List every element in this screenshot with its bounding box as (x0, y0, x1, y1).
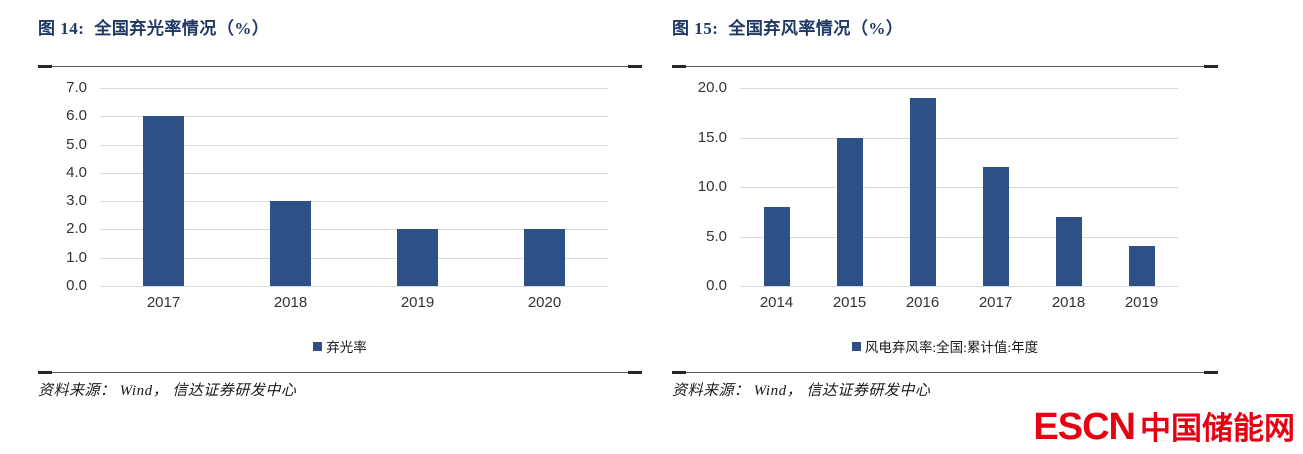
y-axis-tick-label: 4.0 (66, 163, 87, 181)
y-axis-tick-label: 1.0 (66, 248, 87, 266)
figure-panel-solar-curtailment: 图 14: 全国弃光率情况（%） 0.0 1.0 2.0 3.0 4.0 5.0 6.0 7.0… (38, 16, 642, 401)
bar (524, 229, 565, 286)
bar-slot (959, 88, 1032, 286)
bar-slot (813, 88, 886, 286)
gridline (100, 257, 608, 259)
bar (982, 167, 1009, 286)
gridline (100, 116, 608, 118)
bar (836, 137, 863, 286)
y-axis-tick-label: 10.0 (697, 178, 727, 195)
x-axis: 2017 2018 2019 2020 (100, 293, 608, 313)
figure-title: 图 14: 全国弃光率情况（%） (38, 16, 642, 42)
y-axis-tick-label: 2.0 (66, 220, 87, 238)
panel-bottom-rule (672, 371, 1218, 374)
legend-swatch-icon (313, 341, 323, 351)
rule-endcap (38, 65, 52, 68)
bar (397, 229, 438, 286)
legend-swatch-icon (851, 341, 861, 351)
x-axis-tick-label: 2014 (759, 294, 794, 311)
gridline (740, 187, 1178, 188)
x-axis-tick-label: 2016 (905, 294, 940, 311)
rule-endcap (628, 65, 642, 68)
gridline (100, 88, 608, 89)
x-axis-tick-label: 2018 (1051, 294, 1086, 311)
gridline (740, 137, 1178, 139)
figure-title-text: 全国弃光率情况（%） (94, 19, 270, 38)
bar (143, 116, 184, 286)
y-axis-tick-label: 7.0 (66, 79, 87, 96)
legend-label: 风电弃风率:全国:累计值:年度 (864, 340, 1039, 355)
bar-series (740, 88, 1178, 286)
bar-slot (886, 88, 959, 286)
y-axis-tick-label: 5.0 (706, 227, 727, 245)
gridline (740, 236, 1178, 238)
x-axis-tick-label: 2019 (1124, 294, 1159, 311)
gridline (100, 201, 608, 203)
chart-body: 0.0 5.0 10.0 15.0 20.0 (672, 79, 1218, 294)
figure-title-text: 全国弃风率情况（%） (728, 19, 904, 38)
y-axis: 0.0 5.0 10.0 15.0 20.0 (672, 79, 740, 294)
chart-legend: 弃光率 (38, 337, 642, 355)
panel-bottom-rule (38, 371, 642, 374)
bar (1128, 246, 1155, 286)
bar (909, 97, 936, 286)
bar-slot (227, 88, 354, 286)
y-axis-tick-label: 20.0 (697, 79, 727, 96)
figure-title: 图 15: 全国弃风率情况（%） (672, 16, 1218, 42)
escn-logo-latin: ESCN (1033, 406, 1136, 448)
bar-slot (1032, 88, 1105, 286)
bar (270, 201, 311, 286)
y-axis-tick-label: 3.0 (66, 192, 87, 210)
x-axis-tick-label: 2019 (400, 294, 435, 311)
x-axis-tick-label: 2017 (978, 294, 1013, 311)
escn-logo: ESCN 中国储能网 (1033, 403, 1295, 449)
gridline (100, 286, 608, 287)
bar-slot (481, 88, 608, 286)
plot-area (740, 88, 1178, 287)
y-axis: 0.0 1.0 2.0 3.0 4.0 5.0 6.0 7.0 (38, 79, 100, 294)
x-axis-tick-label: 2015 (832, 294, 867, 311)
x-axis-tick-label: 2020 (527, 294, 562, 311)
panel-top-rule (672, 65, 1218, 68)
bar-slot (100, 88, 227, 286)
x-axis-tick-label: 2017 (146, 294, 181, 311)
rule-endcap (1204, 65, 1218, 68)
gridline (740, 286, 1178, 287)
x-axis: 2014 2015 2016 2017 2018 2019 (740, 293, 1178, 313)
y-axis-tick-label: 15.0 (697, 128, 727, 146)
gridline (100, 229, 608, 231)
legend-label: 弃光率 (326, 340, 367, 355)
y-axis-tick-label: 0.0 (706, 277, 727, 294)
rule-endcap (672, 371, 686, 374)
rule-endcap (1204, 371, 1218, 374)
gridline (740, 88, 1178, 89)
plot-area (100, 88, 608, 287)
bar-slot (1105, 88, 1178, 286)
bar (763, 206, 790, 286)
chart-legend: 风电弃风率:全国:累计值:年度 (672, 337, 1218, 355)
rule-endcap (38, 371, 52, 374)
y-axis-tick-label: 6.0 (66, 107, 87, 125)
bar-slot (740, 88, 813, 286)
figure-panel-wind-curtailment: 图 15: 全国弃风率情况（%） 0.0 5.0 10.0 15.0 20.0 2014 2… (672, 16, 1218, 401)
y-axis-tick-label: 0.0 (66, 277, 87, 294)
figure-number-label: 图 15: (672, 19, 719, 38)
rule-endcap (672, 65, 686, 68)
bar-series (100, 88, 608, 286)
gridline (100, 172, 608, 174)
chart-body: 0.0 1.0 2.0 3.0 4.0 5.0 6.0 7.0 (38, 79, 642, 294)
bar (1055, 216, 1082, 286)
panel-top-rule (38, 65, 642, 68)
figure-number-label: 图 14: (38, 19, 85, 38)
x-axis-tick-label: 2018 (273, 294, 308, 311)
rule-endcap (628, 371, 642, 374)
gridline (100, 144, 608, 146)
y-axis-tick-label: 5.0 (66, 135, 87, 153)
escn-logo-chinese: 中国储能网 (1140, 411, 1295, 446)
data-source-note: 资料来源： Wind， 信达证券研发中心 (672, 383, 931, 399)
data-source-note: 资料来源： Wind， 信达证券研发中心 (38, 383, 297, 399)
bar-slot (354, 88, 481, 286)
